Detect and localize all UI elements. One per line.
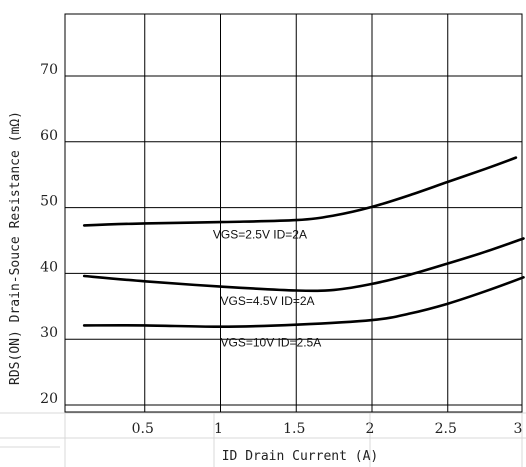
series-labels: VGS=2.5V ID=2A VGS=4.5V ID=2A VGS=10V ID=2… [213,228,321,350]
series-line-vgs-2-5v-id-2a [82,156,518,227]
y-tick-label: 60 [40,128,58,144]
x-tick-label: 2 [366,421,375,437]
x-axis-title: ID Drain Current (A) [222,449,379,464]
series-label: VGS=2.5V ID=2A [213,228,307,242]
grid-lines [65,14,522,412]
y-tick-label: 30 [40,325,58,341]
x-tick-label: 1 [214,421,223,437]
series-lines [82,156,525,329]
y-tick-label: 40 [40,259,58,275]
x-tick-labels: 0.5 1 1.5 2 2.5 3 [132,421,523,437]
y-tick-label: 50 [40,194,58,210]
outer-light-grid [0,412,526,467]
series-label: VGS=4.5V ID=2A [221,294,315,308]
x-tick-label: 0.5 [132,421,154,437]
x-tick-label: 1.5 [283,421,305,437]
y-tick-label: 70 [40,62,58,78]
y-tick-label: 20 [40,391,58,407]
x-tick-label: 3 [514,421,523,437]
series-line-vgs-10v-id-2-5a [82,276,525,329]
y-tick-labels: 20 30 40 50 60 70 [40,62,58,407]
plot-frame [64,13,523,413]
series-line-vgs-4-5v-id-2a [82,237,525,293]
x-tick-label: 2.5 [435,421,457,437]
series-label: VGS=10V ID=2.5A [221,335,322,349]
y-axis-title: RDS(ON) Drain-Souce Resistance (mΩ) [8,111,23,385]
